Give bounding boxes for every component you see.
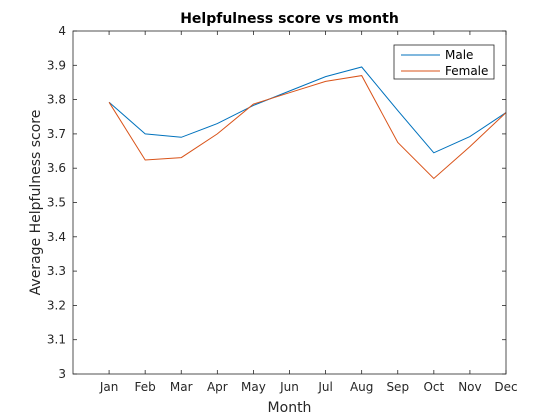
y-tick-labels: 3 3.1 3.2 3.3 3.4 3.5 3.6 3.7 3.8 3.9 4 <box>47 24 66 381</box>
x-tick-label: Feb <box>135 380 156 394</box>
y-tick-label: 3.6 <box>47 161 66 175</box>
plot-frame <box>72 30 507 375</box>
legend-label-male: Male <box>445 48 473 62</box>
series-line-male <box>108 66 507 154</box>
y-tick-label: 3.7 <box>47 127 66 141</box>
x-tick-labels: Jan Feb Mar Apr May Jun Jul Aug Sep Oct Nov Dec <box>99 380 518 394</box>
x-tick-label: Mar <box>170 380 193 394</box>
y-tick-label: 3.1 <box>47 333 66 347</box>
y-tick-label: 4 <box>58 24 66 38</box>
legend-box <box>393 44 495 80</box>
x-tick-label: Dec <box>494 380 517 394</box>
y-tick-label: 3 <box>58 367 66 381</box>
x-tick-label: Jun <box>279 380 299 394</box>
x-tick-label: Sep <box>386 380 409 394</box>
x-tick-label: Aug <box>350 380 373 394</box>
x-tick-label: Nov <box>458 380 481 394</box>
x-tick-label: May <box>241 380 266 394</box>
y-tick-label: 3.9 <box>47 58 66 72</box>
y-tick-label: 3.2 <box>47 298 66 312</box>
plot-background <box>73 31 506 374</box>
x-axis-label: Month <box>268 400 312 416</box>
series-line-female <box>108 75 507 180</box>
x-tick-label: Oct <box>423 380 444 394</box>
y-tick-label: 3.5 <box>47 196 66 210</box>
x-tick-label: Apr <box>207 380 228 394</box>
x-tick-label: Jul <box>317 380 332 394</box>
y-tick-label: 3.3 <box>47 264 66 278</box>
x-tick-label: Jan <box>99 380 119 394</box>
chart-title: Helpfulness score vs month <box>180 11 399 27</box>
y-tick-label: 3.4 <box>47 230 66 244</box>
series-lines <box>108 66 507 180</box>
y-tick-label: 3.8 <box>47 93 66 107</box>
legend-label-female: Female <box>445 64 488 78</box>
legend: Male Female <box>393 44 495 80</box>
y-axis-label: Average Helpfulness score <box>28 110 44 296</box>
